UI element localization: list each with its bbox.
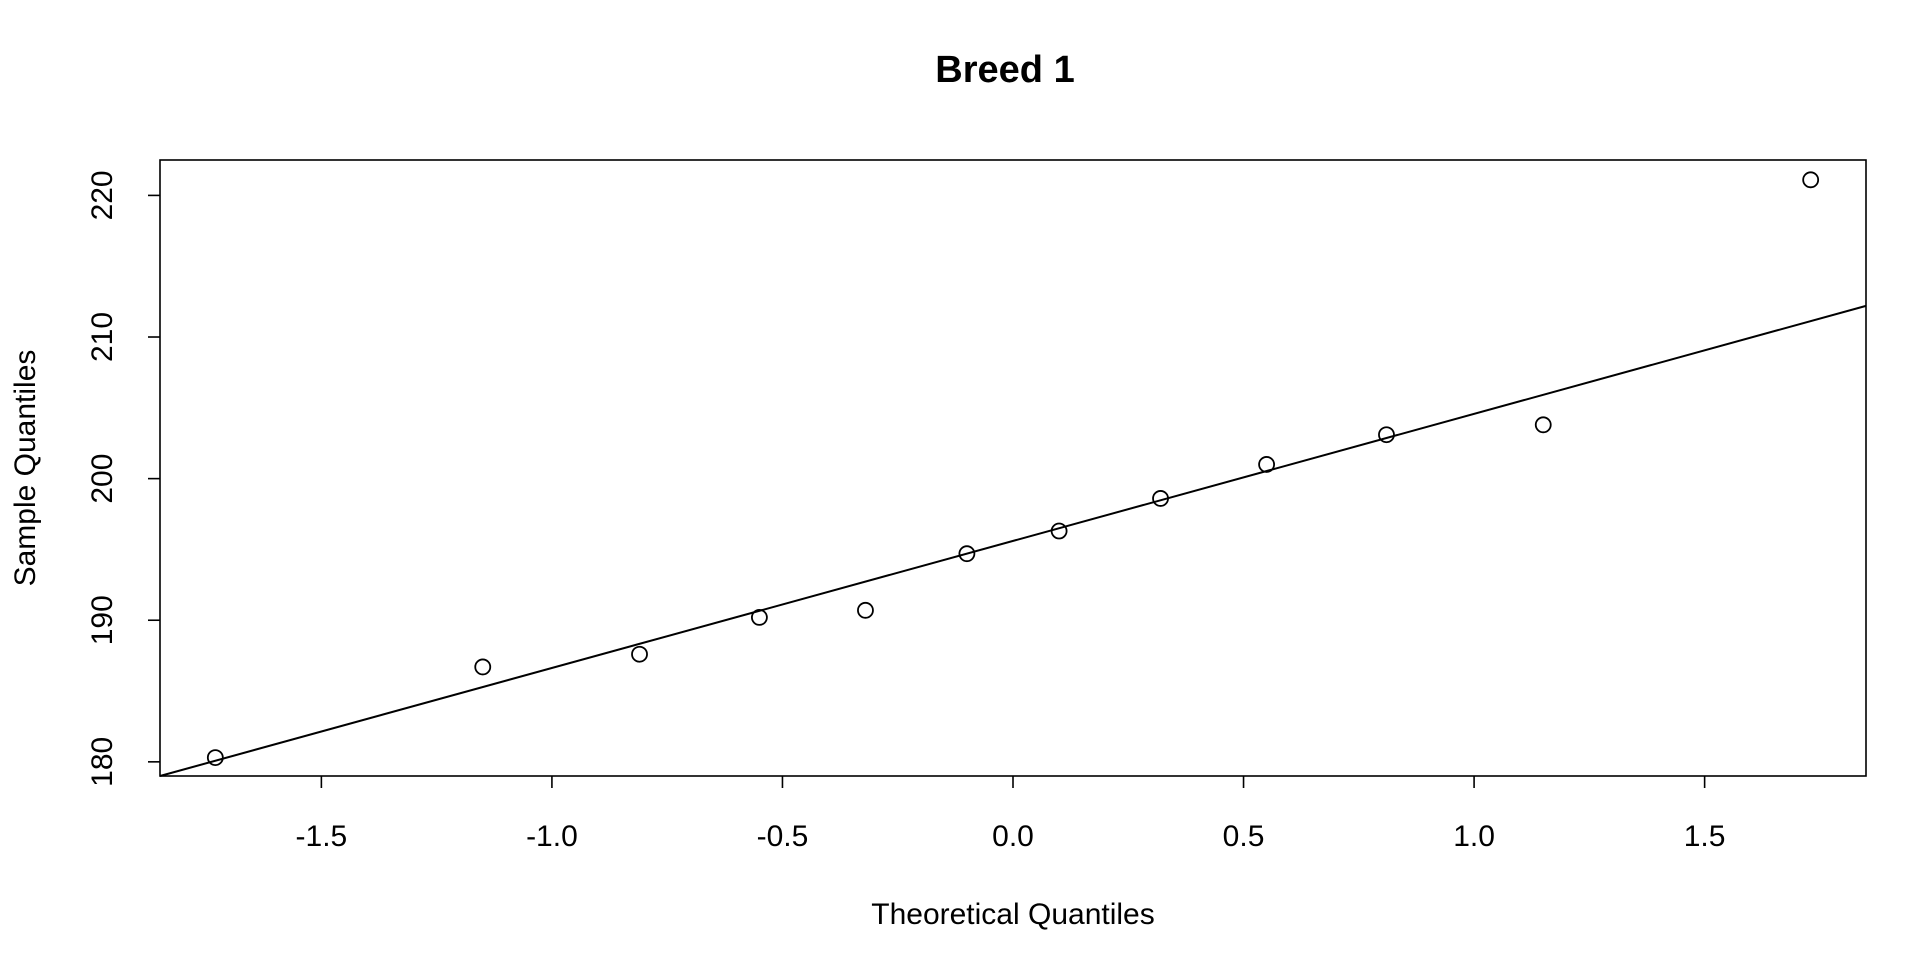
x-axis: -1.5 -1.0 -0.5 0.0 0.5 1.0 1.5	[296, 776, 1726, 853]
data-point	[857, 601, 874, 619]
x-tick-label: 0.5	[1223, 820, 1265, 853]
data-point	[1258, 456, 1275, 473]
y-tick-label: 220	[86, 170, 119, 220]
y-tick-label: 180	[86, 737, 119, 787]
data-point	[206, 749, 224, 766]
data-point	[1534, 416, 1552, 434]
x-tick-label: -1.5	[296, 820, 348, 853]
data-point	[474, 658, 492, 676]
x-tick-label: 0.0	[992, 820, 1034, 853]
data-point	[1152, 490, 1169, 507]
data-point	[631, 645, 648, 663]
x-tick-label: -0.5	[757, 820, 809, 853]
y-tick-label: 190	[86, 595, 119, 645]
x-tick-label: -1.0	[526, 820, 578, 853]
x-tick-label: 1.5	[1684, 820, 1726, 853]
y-tick-label: 210	[86, 312, 119, 362]
data-point	[751, 608, 768, 626]
x-axis-title: Theoretical Quantiles	[871, 898, 1154, 931]
x-tick-label: 1.0	[1453, 820, 1495, 853]
y-axis-title: Sample Quantiles	[9, 350, 42, 587]
data-point	[1378, 426, 1395, 444]
qq-reference-line	[159, 304, 1867, 777]
data-point	[958, 545, 976, 563]
chart-title: Breed 1	[935, 49, 1074, 91]
y-tick-label: 200	[86, 454, 119, 504]
y-axis: 180 190 200 210 220	[86, 170, 160, 787]
data-point	[1802, 171, 1820, 189]
sample-points	[206, 171, 1820, 766]
data-point	[1050, 522, 1068, 540]
